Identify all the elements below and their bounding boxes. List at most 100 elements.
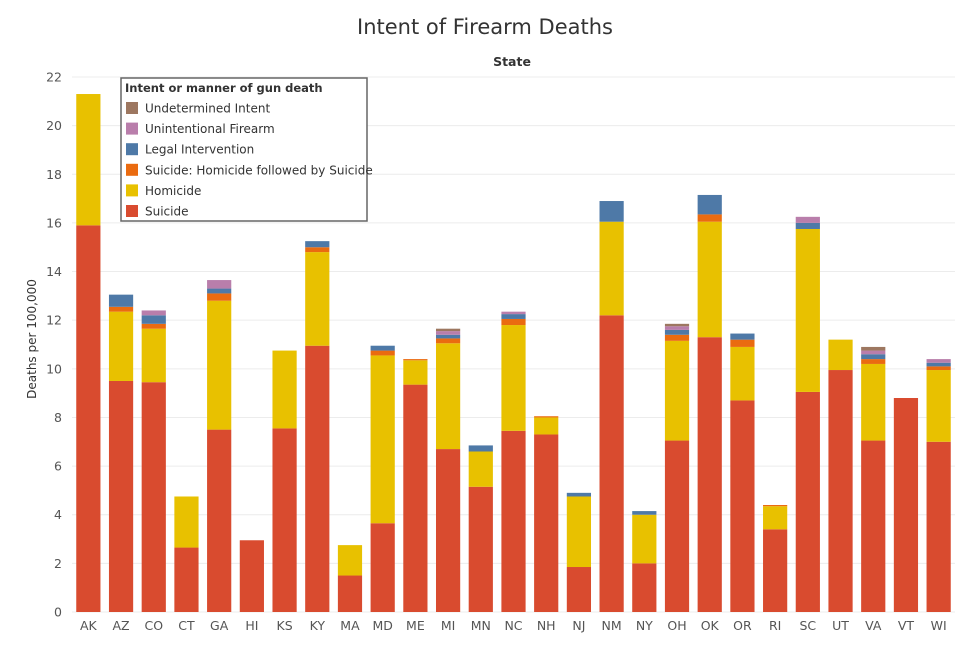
bar-stack-oh xyxy=(664,323,690,612)
bar-segment xyxy=(730,333,755,340)
bar-segment xyxy=(828,339,853,371)
bar-segment xyxy=(730,339,755,347)
x-tick-label: CT xyxy=(178,618,195,633)
bar-segment xyxy=(501,430,526,612)
bar-segment xyxy=(207,288,232,294)
x-tick-label: MI xyxy=(441,618,455,633)
bar-segment xyxy=(141,315,166,324)
x-axis-ticks: AK AZ CO CT GA HI KS KY MA MD ME MI MN NC NH NJ NM NY OH OK… xyxy=(80,618,947,633)
x-tick-label: WI xyxy=(931,618,947,633)
bar-segment xyxy=(566,496,592,568)
bar-segment xyxy=(435,449,461,612)
bar-segment xyxy=(861,363,886,441)
y-tick-label: 6 xyxy=(54,459,62,474)
y-tick-label: 22 xyxy=(46,70,62,85)
legend-label: Undetermined Intent xyxy=(145,102,270,116)
bar-segment xyxy=(370,350,395,356)
bar-stack-ny xyxy=(632,511,657,612)
bar-segment xyxy=(730,346,755,401)
bar-segment xyxy=(501,311,526,315)
bar-segment xyxy=(272,350,297,429)
x-tick-label: KS xyxy=(277,618,293,633)
bar-stack-mn xyxy=(468,445,493,612)
bar-segment xyxy=(435,343,461,450)
bar-segment xyxy=(501,325,526,431)
legend-label: Homicide xyxy=(145,184,201,198)
bar-stack-ut xyxy=(828,339,853,612)
bar-segment xyxy=(207,293,232,301)
legend-label: Unintentional Firearm xyxy=(145,122,275,136)
bar-segment xyxy=(108,294,134,307)
bar-segment xyxy=(403,359,428,361)
bar-stack-me xyxy=(403,359,428,612)
x-tick-label: NM xyxy=(602,618,622,633)
bar-segment xyxy=(468,451,493,487)
bar-segment xyxy=(403,384,428,612)
bar-segment xyxy=(632,563,657,612)
bar-segment xyxy=(435,331,461,335)
bar-stack-sc xyxy=(795,216,820,612)
bar-segment xyxy=(337,575,363,612)
x-tick-label: MN xyxy=(471,618,491,633)
x-tick-label: SC xyxy=(799,618,816,633)
bar-segment xyxy=(370,523,395,612)
bar-segment xyxy=(534,417,559,435)
legend-swatch xyxy=(126,102,138,114)
bar-stack-or xyxy=(730,333,755,612)
bar-segment xyxy=(599,201,624,222)
x-tick-label: VT xyxy=(898,618,915,633)
x-tick-label: OK xyxy=(701,618,720,633)
bar-segment xyxy=(76,94,101,226)
y-tick-label: 4 xyxy=(54,507,62,522)
bar-segment xyxy=(501,314,526,319)
x-tick-label: KY xyxy=(310,618,326,633)
legend-label: Suicide: Homicide followed by Suicide xyxy=(145,163,373,177)
bar-segment xyxy=(763,506,788,530)
bar-segment xyxy=(730,400,755,612)
bar-segment xyxy=(664,329,690,335)
bar-stack-co xyxy=(141,310,166,612)
bar-segment xyxy=(435,334,461,339)
x-tick-label: ME xyxy=(406,618,425,633)
legend-label: Legal Intervention xyxy=(145,143,254,157)
bar-segment xyxy=(926,441,951,612)
bar-segment xyxy=(861,359,886,364)
bar-segment xyxy=(566,492,592,497)
x-tick-label: UT xyxy=(832,618,849,633)
legend-items: Undetermined Intent Unintentional Firearm… xyxy=(126,102,373,219)
x-tick-label: GA xyxy=(210,618,229,633)
bar-stack-nc xyxy=(501,311,526,612)
bar-stack-ri xyxy=(763,505,788,612)
bar-segment xyxy=(795,216,820,223)
bar-segment xyxy=(305,241,330,248)
bar-stack-ok xyxy=(697,194,722,612)
bar-segment xyxy=(141,323,166,329)
bar-segment xyxy=(370,355,395,524)
bar-segment xyxy=(108,311,134,381)
bar-stack-nm xyxy=(599,201,624,612)
y-axis-ticks: 0 2 4 6 8 10 12 14 16 18 20 22 xyxy=(46,70,62,620)
bar-segment xyxy=(697,221,722,338)
bar-stack-az xyxy=(108,294,134,612)
x-tick-label: OH xyxy=(667,618,686,633)
legend-label: Suicide xyxy=(145,205,189,219)
x-tick-label: RI xyxy=(769,618,781,633)
bar-segment xyxy=(305,252,330,346)
bar-segment xyxy=(861,354,886,360)
bar-segment xyxy=(272,428,297,612)
bar-stack-ks xyxy=(272,350,297,612)
y-tick-label: 20 xyxy=(46,118,62,133)
bar-segment xyxy=(664,340,690,441)
x-tick-label: NC xyxy=(504,618,522,633)
bar-stack-md xyxy=(370,345,395,612)
bar-segment xyxy=(468,486,493,612)
bar-segment xyxy=(305,345,330,612)
bar-segment xyxy=(370,345,395,351)
bar-segment xyxy=(861,440,886,612)
chart-subtitle: State xyxy=(493,54,531,69)
x-tick-label: VA xyxy=(865,618,882,633)
bar-segment xyxy=(305,247,330,253)
legend-swatch xyxy=(126,122,138,135)
bar-segment xyxy=(566,567,592,612)
bar-segment xyxy=(468,445,493,452)
